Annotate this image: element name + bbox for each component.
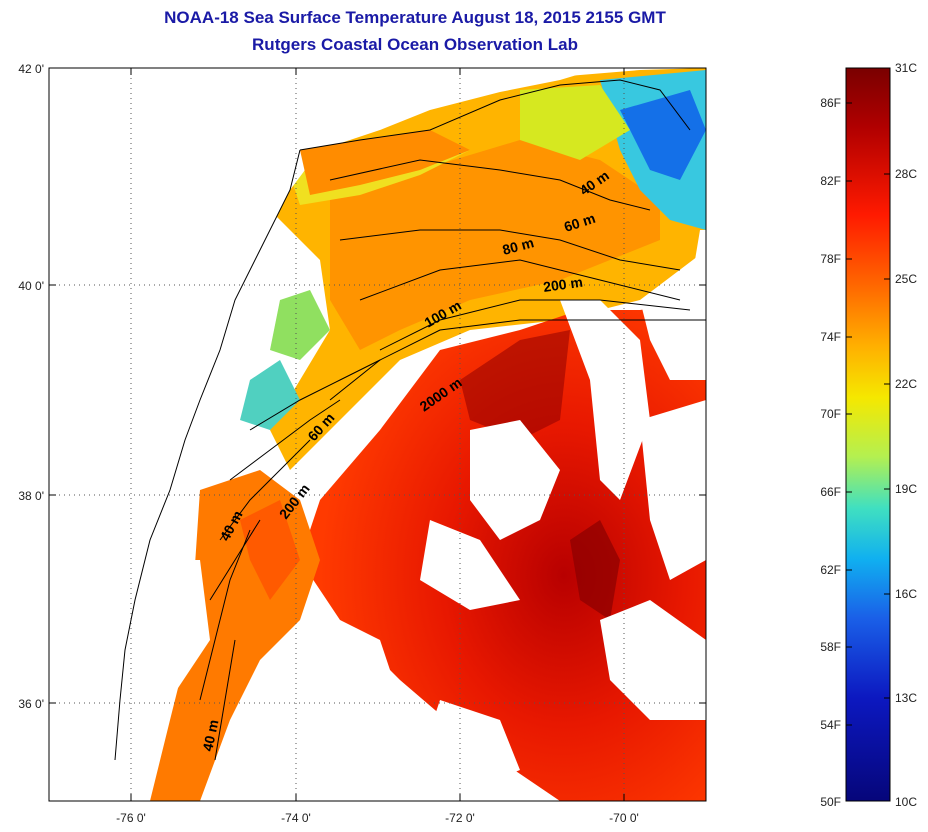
graticule bbox=[49, 68, 706, 801]
colorbar-f-label: 82F bbox=[820, 174, 841, 188]
colorbar-f-label: 78F bbox=[820, 252, 841, 266]
colorbar bbox=[845, 67, 891, 802]
contour-label: 40 m bbox=[199, 718, 221, 753]
map-subtitle: Rutgers Coastal Ocean Observation Lab bbox=[252, 35, 578, 54]
lat-tick-label: 40 0' bbox=[18, 279, 44, 293]
contour-label: 80 m bbox=[501, 234, 536, 258]
lon-tick-label: -72 0' bbox=[445, 811, 475, 825]
colorbar-c-label: 10C bbox=[895, 795, 917, 809]
map-title: NOAA-18 Sea Surface Temperature August 1… bbox=[164, 8, 666, 27]
axis-ticks bbox=[49, 67, 706, 801]
lon-tick-label: -70 0' bbox=[609, 811, 639, 825]
colorbar-c-label: 19C bbox=[895, 482, 917, 496]
colorbar-f-label: 58F bbox=[820, 640, 841, 654]
lon-tick-label: -74 0' bbox=[281, 811, 311, 825]
colorbar-f-label: 70F bbox=[820, 407, 841, 421]
lat-tick-label: 42 0' bbox=[18, 62, 44, 76]
map-border bbox=[48, 67, 707, 802]
colorbar-f-label: 66F bbox=[820, 485, 841, 499]
lat-tick-label: 36 0' bbox=[18, 697, 44, 711]
lat-tick-label: 38 0' bbox=[18, 489, 44, 503]
bathymetry-contours bbox=[114, 79, 706, 761]
lon-tick-label: -76 0' bbox=[116, 811, 146, 825]
contour-label: 200 m bbox=[542, 274, 584, 295]
colorbar-f-label: 54F bbox=[820, 718, 841, 732]
colorbar-c-label: 25C bbox=[895, 272, 917, 286]
colorbar-f-label: 86F bbox=[820, 96, 841, 110]
sst-field bbox=[49, 68, 706, 801]
colorbar-f-label: 62F bbox=[820, 563, 841, 577]
colorbar-ticks bbox=[846, 102, 890, 726]
colorbar-c-label: 28C bbox=[895, 167, 917, 181]
colorbar-c-label: 31C bbox=[895, 61, 917, 75]
colorbar-f-label: 74F bbox=[820, 330, 841, 344]
colorbar-c-label: 22C bbox=[895, 377, 917, 391]
colorbar-c-label: 13C bbox=[895, 691, 917, 705]
colorbar-c-label: 16C bbox=[895, 587, 917, 601]
colorbar-f-label: 50F bbox=[820, 795, 841, 809]
